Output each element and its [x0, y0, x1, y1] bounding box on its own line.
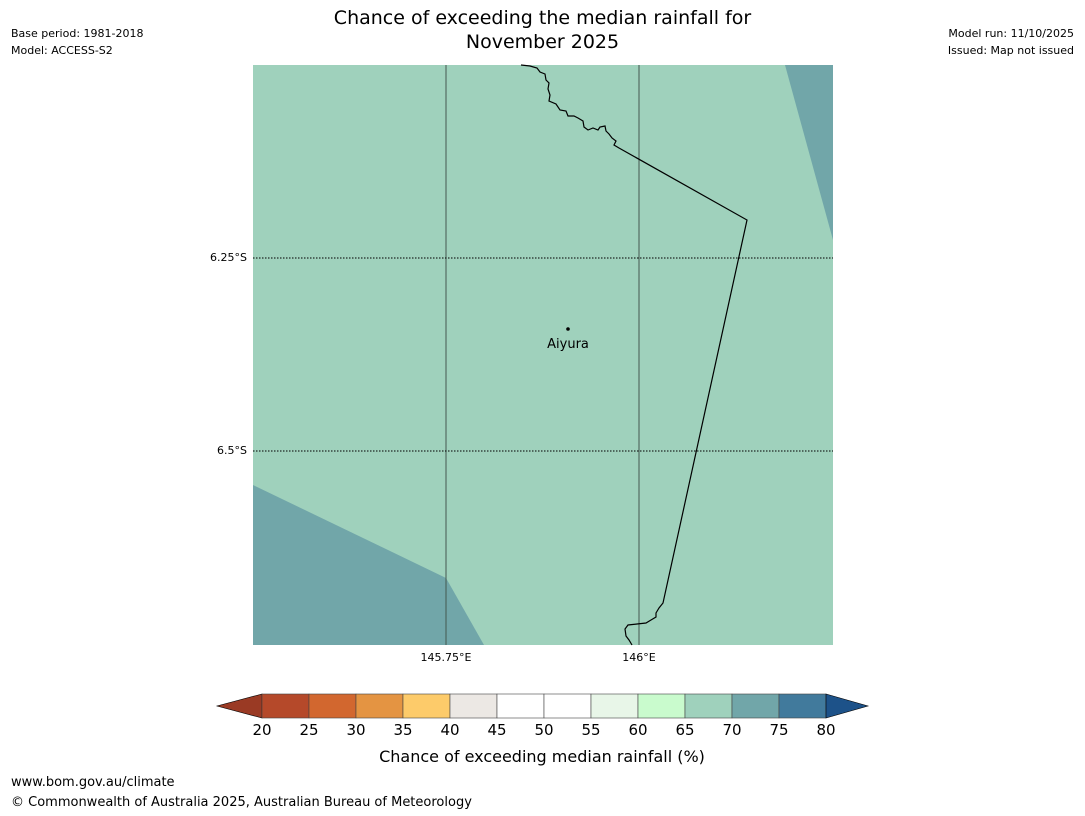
place-label: Aiyura: [547, 337, 589, 352]
colorbar-tick-label: 65: [675, 721, 694, 739]
colorbar-tick-label: 25: [299, 721, 318, 739]
forecast-region-high-ne: [785, 65, 833, 240]
colorbar-segment: [637, 693, 686, 719]
lon-label: 145.75°E: [421, 651, 472, 664]
colorbar-label: Chance of exceeding median rainfall (%): [379, 747, 705, 766]
place-marker: [566, 327, 570, 331]
colorbar-tick-label: 75: [769, 721, 788, 739]
colorbar-tick-label: 40: [440, 721, 459, 739]
colorbar-segment: [731, 693, 780, 719]
colorbar-tick-label: 70: [722, 721, 741, 739]
colorbar-tick-label: 50: [534, 721, 553, 739]
colorbar: 20 25 30 35 40 45 50 55 60 65 70 75 80: [215, 693, 870, 739]
meta-left: Base period: 1981-2018 Model: ACCESS-S2: [11, 25, 143, 59]
colorbar-tick-label: 55: [581, 721, 600, 739]
colorbar-segment: [778, 693, 827, 719]
colorbar-segment: [496, 693, 545, 719]
lon-label: 146°E: [622, 651, 655, 664]
lat-label: 6.25°S: [210, 251, 247, 264]
footer-copyright: © Commonwealth of Australia 2025, Austra…: [11, 795, 472, 810]
issued-text: Issued: Map not issued: [947, 44, 1074, 57]
title-line-2: November 2025: [465, 31, 620, 53]
meta-right: Model run: 11/10/2025 Issued: Map not is…: [948, 25, 1074, 59]
colorbar-tick-label: 30: [346, 721, 365, 739]
lat-label: 6.5°S: [217, 444, 247, 457]
model-run-text: Model run: 11/10/2025: [948, 27, 1074, 40]
colorbar-tick-label: 45: [487, 721, 506, 739]
colorbar-segment: [543, 693, 592, 719]
colorbar-segment: [684, 693, 733, 719]
colorbar-tick-label: 35: [393, 721, 412, 739]
colorbar-tick-label: 80: [816, 721, 835, 739]
colorbar-extend-low: [215, 693, 263, 719]
colorbar-segment: [261, 693, 310, 719]
base-period-text: Base period: 1981-2018: [11, 27, 144, 40]
colorbar-segment: [590, 693, 639, 719]
title-line-1: Chance of exceeding the median rainfall …: [333, 7, 752, 29]
footer-url[interactable]: www.bom.gov.au/climate: [11, 775, 175, 790]
colorbar-segment: [449, 693, 498, 719]
forecast-region-high-sw: [253, 485, 484, 645]
boundary-line: [520, 64, 748, 646]
colorbar-tick-label: 20: [252, 721, 271, 739]
model-text: Model: ACCESS-S2: [11, 44, 113, 57]
colorbar-extend-high: [825, 693, 870, 719]
map-panel: Aiyura 6.25°S 6.5°S 145.75°E 146°E: [210, 64, 833, 664]
colorbar-tick-label: 60: [628, 721, 647, 739]
colorbar-segment: [355, 693, 404, 719]
colorbar-segment: [402, 693, 451, 719]
colorbar-segment: [308, 693, 357, 719]
map-title: Chance of exceeding the median rainfall …: [0, 6, 1085, 54]
